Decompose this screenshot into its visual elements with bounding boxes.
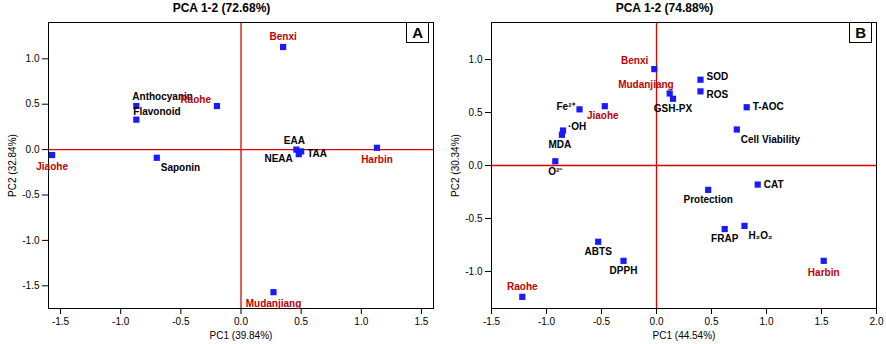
svg-text:0.0: 0.0 xyxy=(469,160,483,171)
svg-text:-1.0: -1.0 xyxy=(465,266,483,277)
html-text:A: A xyxy=(412,24,423,41)
svg-text:O²⁻: O²⁻ xyxy=(548,166,563,177)
svg-text:ABTS: ABTS xyxy=(585,246,613,257)
svg-text:-1.5: -1.5 xyxy=(52,316,70,327)
svg-text:H₂O₂: H₂O₂ xyxy=(749,230,773,241)
svg-text:-1.0: -1.0 xyxy=(538,316,556,327)
html-text:B: B xyxy=(855,24,866,41)
svg-text:SOD: SOD xyxy=(707,71,729,82)
svg-text:0.5: 0.5 xyxy=(26,98,40,109)
svg-text:Harbin: Harbin xyxy=(808,267,840,278)
svg-text:-1.5: -1.5 xyxy=(22,280,40,291)
svg-text:TAA: TAA xyxy=(307,148,327,159)
svg-text:-0.5: -0.5 xyxy=(593,316,611,327)
svg-text:Raohe: Raohe xyxy=(180,94,211,105)
svg-text:Raohe: Raohe xyxy=(507,281,538,292)
svg-text:-0.5: -0.5 xyxy=(465,213,483,224)
svg-text:DPPH: DPPH xyxy=(610,265,638,276)
svg-text:Mudanjiang: Mudanjiang xyxy=(618,79,674,90)
svg-text:-1.0: -1.0 xyxy=(22,235,40,246)
svg-text:1.0: 1.0 xyxy=(354,316,368,327)
svg-text:CAT: CAT xyxy=(764,179,784,190)
svg-text:Harbin: Harbin xyxy=(361,154,393,165)
svg-text:Jiaohe: Jiaohe xyxy=(587,110,619,121)
svg-text:1.0: 1.0 xyxy=(26,53,40,64)
svg-text:·OH: ·OH xyxy=(568,121,586,132)
svg-text:Fe²⁺: Fe²⁺ xyxy=(557,101,576,112)
svg-text:0.5: 0.5 xyxy=(705,316,719,327)
svg-text:0.0: 0.0 xyxy=(26,144,40,155)
svg-text:PC2 (32.84%): PC2 (32.84%) xyxy=(7,134,18,197)
svg-text:2.0: 2.0 xyxy=(870,316,884,327)
svg-text:EAA: EAA xyxy=(284,135,305,146)
svg-text:Cell Viability: Cell Viability xyxy=(741,134,801,145)
svg-text:Mudanjiang: Mudanjiang xyxy=(246,298,302,309)
svg-text:T-AOC: T-AOC xyxy=(753,101,784,112)
svg-text:0.5: 0.5 xyxy=(469,107,483,118)
svg-text:MDA: MDA xyxy=(549,139,572,150)
svg-text:0.5: 0.5 xyxy=(294,316,308,327)
svg-text:Benxi: Benxi xyxy=(269,31,296,42)
svg-text:1.0: 1.0 xyxy=(469,54,483,65)
svg-text:-0.5: -0.5 xyxy=(172,316,190,327)
svg-text:FRAP: FRAP xyxy=(711,233,739,244)
svg-text:Saponin: Saponin xyxy=(161,162,200,173)
svg-text:Flavonoid: Flavonoid xyxy=(133,106,180,117)
svg-text:PC2 (30.34%): PC2 (30.34%) xyxy=(450,134,461,197)
svg-text:1.5: 1.5 xyxy=(415,316,429,327)
svg-text:-1.0: -1.0 xyxy=(112,316,130,327)
svg-text:Protection: Protection xyxy=(683,194,732,205)
svg-text:-1.5: -1.5 xyxy=(483,316,501,327)
svg-text:Anthocyanin: Anthocyanin xyxy=(132,91,193,103)
svg-text:PC1 (44.54%): PC1 (44.54%) xyxy=(653,330,716,341)
svg-text:ROS: ROS xyxy=(707,89,729,100)
svg-text:1.0: 1.0 xyxy=(760,316,774,327)
svg-text:NEAA: NEAA xyxy=(264,153,292,164)
svg-text:-0.5: -0.5 xyxy=(22,189,40,200)
html-text:PCA 1-2 (74.88%): PCA 1-2 (74.88%) xyxy=(615,1,714,15)
svg-text:0.0: 0.0 xyxy=(650,316,664,327)
svg-text:Benxi: Benxi xyxy=(621,55,648,66)
svg-text:GSH-PX: GSH-PX xyxy=(654,103,693,114)
svg-text:PC1 (39.84%): PC1 (39.84%) xyxy=(210,330,273,341)
html-text:PCA 1-2 (72.68%): PCA 1-2 (72.68%) xyxy=(172,1,271,15)
svg-text:1.5: 1.5 xyxy=(815,316,829,327)
svg-text:Jiaohe: Jiaohe xyxy=(36,161,68,172)
svg-text:0.0: 0.0 xyxy=(234,316,248,327)
